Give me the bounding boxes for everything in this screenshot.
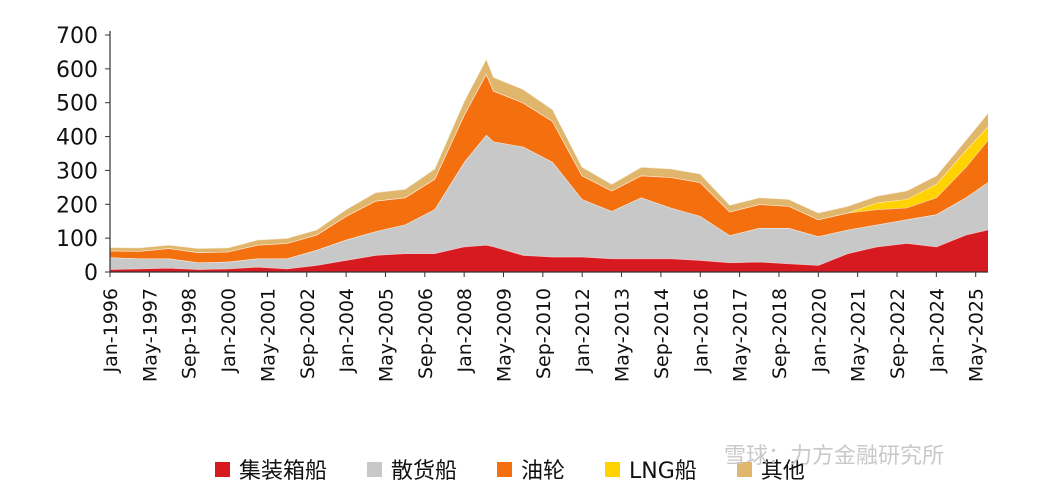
x-tick-label: Sep-2002 [297,288,319,379]
x-tick-label: Jan-2000 [218,288,240,374]
x-tick-label: Sep-1998 [179,288,201,379]
y-tick-label: 700 [56,24,98,49]
legend-label: LNG船 [629,459,697,484]
y-tick-label: 0 [84,261,98,286]
y-tick-label: 200 [56,193,98,218]
x-tick-label: Sep-2018 [769,288,791,379]
y-tick-label: 300 [56,159,98,184]
watermark: 雪球：力方金融研究所 [724,444,945,469]
legend-swatch [367,461,383,477]
area-series-2 [110,73,988,263]
area-series-4 [110,58,988,253]
x-tick-label: Sep-2010 [533,288,555,379]
chart-areas [109,57,989,272]
legend: 集装箱船 散货船 油轮 LNG船 其他 [215,452,805,486]
x-tick-label: May-2017 [730,288,752,382]
legend-item-1: 散货船 [367,453,457,485]
area-edge-4 [109,57,989,249]
legend-item-4: 其他 [736,453,805,485]
legend-swatch [215,461,230,477]
x-tick-label: Sep-2014 [651,288,673,379]
x-tick-label: Jan-2016 [690,288,712,374]
area-series-1 [110,134,988,270]
legend-label: 散货船 [391,459,458,484]
y-tick-label: 600 [56,58,98,83]
y-tick-label: 500 [56,92,98,117]
x-tick-label: May-2013 [612,288,634,382]
x-tick-label: May-2021 [848,288,870,382]
legend-swatch [736,461,752,477]
chart-svg: 0 100 200 300 400 500 600 700 Jan-1996 May-1997 Se… [56,24,989,382]
legend-swatch [497,461,513,477]
legend-label: 油轮 [521,459,566,484]
x-tick-label: May-1997 [139,288,161,382]
chart-axes: 0 100 200 300 400 500 600 700 Jan-1996 May-1997 Se… [56,24,988,382]
x-tick-label: Sep-2022 [887,288,909,379]
x-tick-label: May-2009 [494,288,516,382]
x-tick-label: Jan-2004 [336,288,358,374]
legend-swatch [605,461,621,477]
x-tick-label: May-2001 [257,288,279,382]
x-tick-label: Jan-2024 [926,288,948,374]
x-tick-label: Jan-2012 [572,288,594,374]
x-tick-label: Jan-2008 [454,288,476,374]
x-tick-label: May-2025 [966,288,988,382]
legend-label: 其他 [760,459,805,484]
area-series-0 [110,229,988,272]
x-tick-label: Jan-1996 [100,288,122,374]
y-tick-label: 400 [56,126,98,151]
x-tick-label: Sep-2006 [415,288,437,379]
y-tick-label: 100 [56,227,98,252]
legend-item-3: LNG船 [605,453,697,485]
x-tick-label: May-2005 [376,288,398,382]
x-tick-label: Jan-2020 [808,288,830,374]
legend-item-0: 集装箱船 [215,453,327,485]
legend-label: 集装箱船 [239,459,328,484]
legend-item-2: 油轮 [497,453,565,485]
